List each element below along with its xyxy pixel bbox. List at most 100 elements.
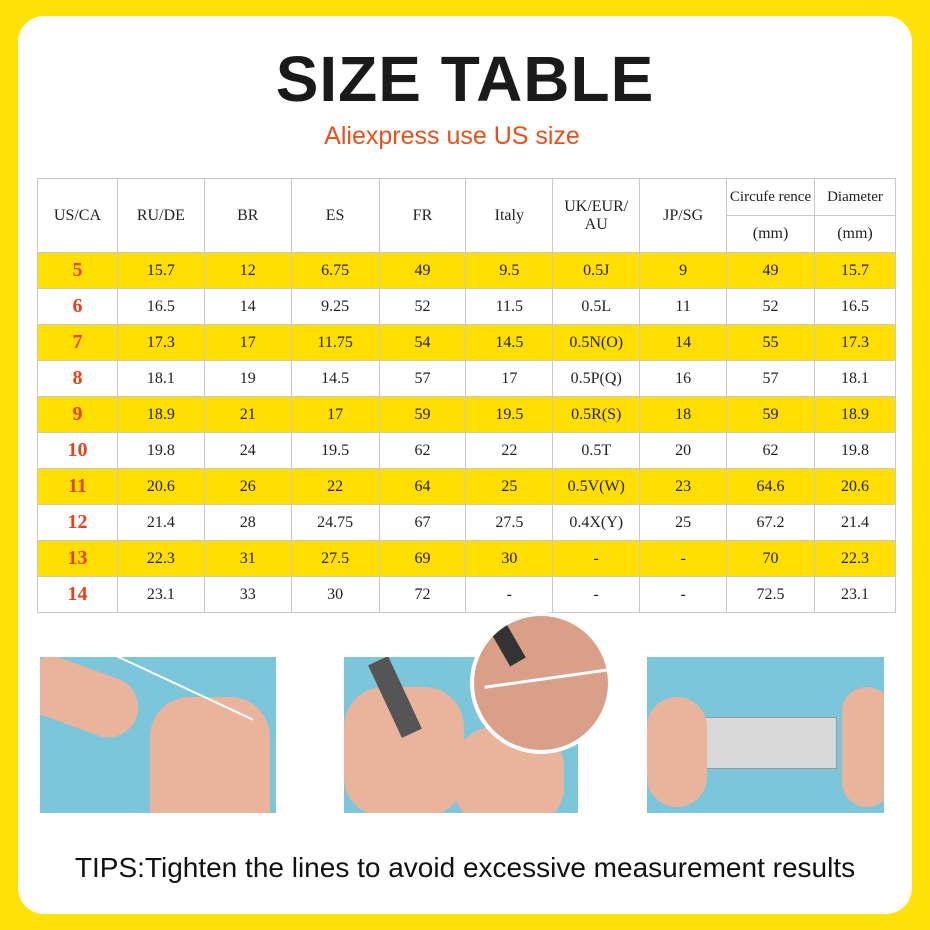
table-cell: 64 [378, 468, 467, 505]
table-cell: 0.5V(W) [552, 468, 641, 505]
table-cell: 31 [203, 540, 292, 577]
table-cell: 18.1 [116, 360, 205, 397]
table-cell: 0.5R(S) [552, 396, 641, 433]
table-cell: - [552, 576, 641, 613]
table-cell: 21 [203, 396, 292, 433]
table-row: 9 18.9 21 17 59 19.5 0.5R(S) 18 59 18.9 [37, 396, 897, 433]
table-cell: 23.1 [813, 576, 897, 613]
table-cell: 49 [378, 252, 467, 289]
table-cell: 19.8 [116, 432, 205, 469]
table-cell: 59 [726, 396, 815, 433]
table-cell: 11.75 [290, 324, 380, 361]
table-row: 11 20.6 26 22 64 25 0.5V(W) 23 64.6 20.6 [37, 468, 897, 505]
photo-closeup-mark [470, 612, 612, 754]
column-header: UK/EUR/ AU [552, 178, 641, 253]
table-cell: 0.5L [552, 288, 641, 325]
us-size-cell: 9 [37, 396, 118, 433]
table-cell: 9.5 [465, 252, 554, 289]
table-cell: 24 [203, 432, 292, 469]
table-row: 12 21.4 28 24.75 67 27.5 0.4X(Y) 25 67.2 21.4 [37, 504, 897, 541]
table-cell: 22.3 [116, 540, 205, 577]
table-cell: 67.2 [726, 504, 815, 541]
table-cell: 11 [639, 288, 728, 325]
table-cell: 70 [726, 540, 815, 577]
table-row: 8 18.1 19 14.5 57 17 0.5P(Q) 16 57 18.1 [37, 360, 897, 397]
table-cell: 18.9 [813, 396, 897, 433]
table-cell: 72.5 [726, 576, 815, 613]
table-cell: - [552, 540, 641, 577]
table-cell: 15.7 [813, 252, 897, 289]
table-cell: 52 [726, 288, 815, 325]
table-cell: 67 [378, 504, 467, 541]
table-cell: 0.5P(Q) [552, 360, 641, 397]
table-cell: 62 [726, 432, 815, 469]
table-cell: 69 [378, 540, 467, 577]
table-cell: 9.25 [290, 288, 380, 325]
unit-header: (mm) [813, 215, 897, 253]
table-cell: 6.75 [290, 252, 380, 289]
us-size-cell: 11 [37, 468, 118, 505]
column-header: ES [290, 178, 380, 253]
table-cell: 54 [378, 324, 467, 361]
us-size-cell: 12 [37, 504, 118, 541]
table-cell: 23 [639, 468, 728, 505]
table-cell: 14.5 [465, 324, 554, 361]
table-cell: 15.7 [116, 252, 205, 289]
subtitle: Aliexpress use US size [324, 122, 580, 150]
table-cell: 21.4 [813, 504, 897, 541]
table-cell: 18.1 [813, 360, 897, 397]
table-cell: 55 [726, 324, 815, 361]
table-cell: 9 [639, 252, 728, 289]
size-table: US/CA RU/DE BR ES FR Italy UK/EUR/ AU JP/SG Circ… [37, 178, 897, 613]
table-cell: 0.5N(O) [552, 324, 641, 361]
table-cell: 17.3 [813, 324, 897, 361]
table-cell: 0.5T [552, 432, 641, 469]
tips-text: TIPS:Tighten the lines to avoid excessiv… [74, 852, 856, 883]
table-cell: 17 [290, 396, 380, 433]
table-cell: 19.5 [290, 432, 380, 469]
table-cell: 30 [290, 576, 380, 613]
table-cell: 49 [726, 252, 815, 289]
table-cell: 16.5 [116, 288, 205, 325]
table-cell: 11.5 [465, 288, 554, 325]
table-cell: 19.8 [813, 432, 897, 469]
table-cell: 72 [378, 576, 467, 613]
table-cell: 17 [203, 324, 292, 361]
column-header: FR [378, 178, 467, 253]
table-cell: 22 [465, 432, 554, 469]
table-cell: - [639, 540, 728, 577]
table-cell: 25 [639, 504, 728, 541]
table-cell: 14 [639, 324, 728, 361]
table-cell: 21.4 [116, 504, 205, 541]
column-header: RU/DE [116, 178, 205, 253]
table-cell: 22.3 [813, 540, 897, 577]
photo-ruler-measure [647, 657, 884, 813]
table-cell: 14.5 [290, 360, 380, 397]
unit-header: (mm) [726, 215, 815, 253]
table-cell: 25 [465, 468, 554, 505]
table-cell: 30 [465, 540, 554, 577]
table-cell: 20 [639, 432, 728, 469]
column-header: Diameter [813, 178, 897, 216]
table-cell: 16 [639, 360, 728, 397]
column-header: BR [203, 178, 292, 253]
table-cell: 0.4X(Y) [552, 504, 641, 541]
table-cell: 22 [290, 468, 380, 505]
us-size-cell: 6 [37, 288, 118, 325]
column-header: Italy [465, 178, 554, 253]
us-size-cell: 8 [37, 360, 118, 397]
table-cell: 27.5 [465, 504, 554, 541]
table-cell: 0.5J [552, 252, 641, 289]
table-cell: 26 [203, 468, 292, 505]
table-row: 13 22.3 31 27.5 69 30- -70 22.3 [37, 540, 897, 577]
us-size-cell: 13 [37, 540, 118, 577]
column-header: JP/SG [639, 178, 728, 253]
table-cell: 57 [378, 360, 467, 397]
table-cell: 59 [378, 396, 467, 433]
table-cell: 17 [465, 360, 554, 397]
page-title: SIZE TABLE [275, 43, 655, 115]
us-size-cell: 7 [37, 324, 118, 361]
photo-wrap-finger [40, 657, 276, 813]
table-cell: 62 [378, 432, 467, 469]
table-cell: 17.3 [116, 324, 205, 361]
